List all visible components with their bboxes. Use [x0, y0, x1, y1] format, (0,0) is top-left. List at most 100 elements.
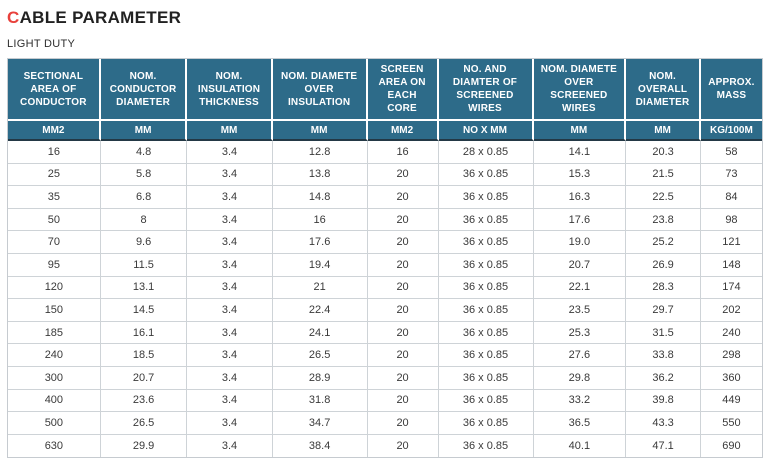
- table-cell: 23.5: [533, 299, 627, 322]
- table-cell: 36 x 0.85: [438, 299, 534, 322]
- table-row: 150 14.5 3.4 22.4 20 36 x 0.85 23.5 29.7 202: [8, 299, 762, 322]
- table-cell: 40.1: [533, 434, 627, 458]
- column-header-label: NOM. DIAMETE OVER SCREENED WIRES: [533, 59, 627, 121]
- table-cell: 14.8: [272, 186, 368, 209]
- column-header-unit: MM: [187, 121, 273, 141]
- cable-parameter-table: SECTIONAL AREA OF CONDUCTOR NOM. CONDUCTO…: [7, 58, 763, 458]
- table-cell: 20: [367, 163, 439, 187]
- table-cell: 20: [367, 208, 439, 232]
- table-cell: 16: [367, 141, 439, 164]
- column-header-label: APPROX. MASS: [700, 59, 762, 121]
- table-cell: 36 x 0.85: [438, 163, 534, 187]
- table-cell: 150: [8, 299, 101, 322]
- table-cell: 630: [8, 434, 101, 458]
- table-cell: 3.4: [187, 253, 273, 277]
- table-cell: 20: [367, 231, 439, 254]
- table-cell: 28.9: [272, 366, 368, 390]
- table-cell: 19.0: [533, 231, 627, 254]
- column-header-label: NO. AND DIAMTER OF SCREENED WIRES: [438, 59, 534, 121]
- table-cell: 16.3: [533, 186, 627, 209]
- table-cell: 3.4: [187, 141, 273, 164]
- table-cell: 36 x 0.85: [438, 231, 534, 254]
- table-row: 400 23.6 3.4 31.8 20 36 x 0.85 33.2 39.8 449: [8, 389, 762, 413]
- table-row: 16 4.8 3.4 12.8 16 28 x 0.85 14.1 20.3 58: [8, 141, 762, 164]
- table-cell: 23.8: [626, 208, 701, 232]
- table-cell: 11.5: [100, 253, 188, 277]
- table-cell: 29.8: [533, 366, 627, 390]
- table-cell: 120: [8, 276, 101, 300]
- table-cell: 29.9: [100, 434, 188, 458]
- column-header-label: SECTIONAL AREA OF CONDUCTOR: [8, 59, 101, 121]
- table-cell: 31.5: [626, 321, 701, 345]
- table-cell: 36 x 0.85: [438, 208, 534, 232]
- table-cell: 3.4: [187, 366, 273, 390]
- table-cell: 98: [700, 208, 762, 232]
- table-cell: 20: [367, 412, 439, 435]
- table-cell: 550: [700, 412, 762, 435]
- column-header-label: NOM. CONDUCTOR DIAMETER: [100, 59, 188, 121]
- table-cell: 36 x 0.85: [438, 253, 534, 277]
- table-cell: 400: [8, 389, 101, 413]
- column-header-label: NOM. INSULATION THICKNESS: [187, 59, 273, 121]
- table-cell: 18.5: [100, 344, 188, 367]
- table-cell: 84: [700, 186, 762, 209]
- table-header: SECTIONAL AREA OF CONDUCTOR NOM. CONDUCTO…: [8, 59, 762, 141]
- table-cell: 27.6: [533, 344, 627, 367]
- table-cell: 23.6: [100, 389, 188, 413]
- table-cell: 19.4: [272, 253, 368, 277]
- table-cell: 33.8: [626, 344, 701, 367]
- table-cell: 14.5: [100, 299, 188, 322]
- table-cell: 36 x 0.85: [438, 276, 534, 300]
- table-cell: 13.1: [100, 276, 188, 300]
- table-cell: 3.4: [187, 208, 273, 232]
- column-header-unit: MM2: [367, 121, 439, 141]
- table-cell: 95: [8, 253, 101, 277]
- table-cell: 17.6: [272, 231, 368, 254]
- table-cell: 15.3: [533, 163, 627, 187]
- table-cell: 36 x 0.85: [438, 366, 534, 390]
- table-cell: 690: [700, 434, 762, 458]
- table-cell: 14.1: [533, 141, 627, 164]
- column-header-unit: MM: [272, 121, 368, 141]
- column-header-unit: NO X MM: [438, 121, 534, 141]
- table-cell: 20: [367, 366, 439, 390]
- column-header-label: NOM. OVERALL DIAMETER: [626, 59, 701, 121]
- table-cell: 28 x 0.85: [438, 141, 534, 164]
- table-cell: 20.3: [626, 141, 701, 164]
- table-cell: 43.3: [626, 412, 701, 435]
- table-cell: 12.8: [272, 141, 368, 164]
- table-cell: 3.4: [187, 434, 273, 458]
- page-title-accent-letter: C: [7, 8, 20, 27]
- table-cell: 31.8: [272, 389, 368, 413]
- table-cell: 202: [700, 299, 762, 322]
- table-cell: 20: [367, 186, 439, 209]
- column-header-label: SCREEN AREA ON EACH CORE: [367, 59, 439, 121]
- column-header-unit: MM: [533, 121, 627, 141]
- table-cell: 13.8: [272, 163, 368, 187]
- table-cell: 20: [367, 253, 439, 277]
- table-cell: 185: [8, 321, 101, 345]
- table-cell: 3.4: [187, 276, 273, 300]
- table-cell: 38.4: [272, 434, 368, 458]
- table-cell: 39.8: [626, 389, 701, 413]
- table-cell: 20.7: [533, 253, 627, 277]
- table-cell: 33.2: [533, 389, 627, 413]
- table-cell: 174: [700, 276, 762, 300]
- table-cell: 47.1: [626, 434, 701, 458]
- table-row: 95 11.5 3.4 19.4 20 36 x 0.85 20.7 26.9 148: [8, 253, 762, 277]
- table-cell: 20: [367, 389, 439, 413]
- table-row: 300 20.7 3.4 28.9 20 36 x 0.85 29.8 36.2 360: [8, 366, 762, 390]
- header-label-row: SECTIONAL AREA OF CONDUCTOR NOM. CONDUCTO…: [8, 59, 762, 121]
- table-cell: 500: [8, 412, 101, 435]
- table-cell: 28.3: [626, 276, 701, 300]
- table-row: 185 16.1 3.4 24.1 20 36 x 0.85 25.3 31.5 240: [8, 321, 762, 345]
- table-cell: 3.4: [187, 186, 273, 209]
- header-unit-row: MM2 MM MM MM MM2 NO X MM MM MM KG/100M: [8, 121, 762, 141]
- table-cell: 3.4: [187, 344, 273, 367]
- table-cell: 22.1: [533, 276, 627, 300]
- table-cell: 22.4: [272, 299, 368, 322]
- table-cell: 16: [272, 208, 368, 232]
- column-header-unit: MM: [100, 121, 188, 141]
- column-header-unit: KG/100M: [700, 121, 762, 141]
